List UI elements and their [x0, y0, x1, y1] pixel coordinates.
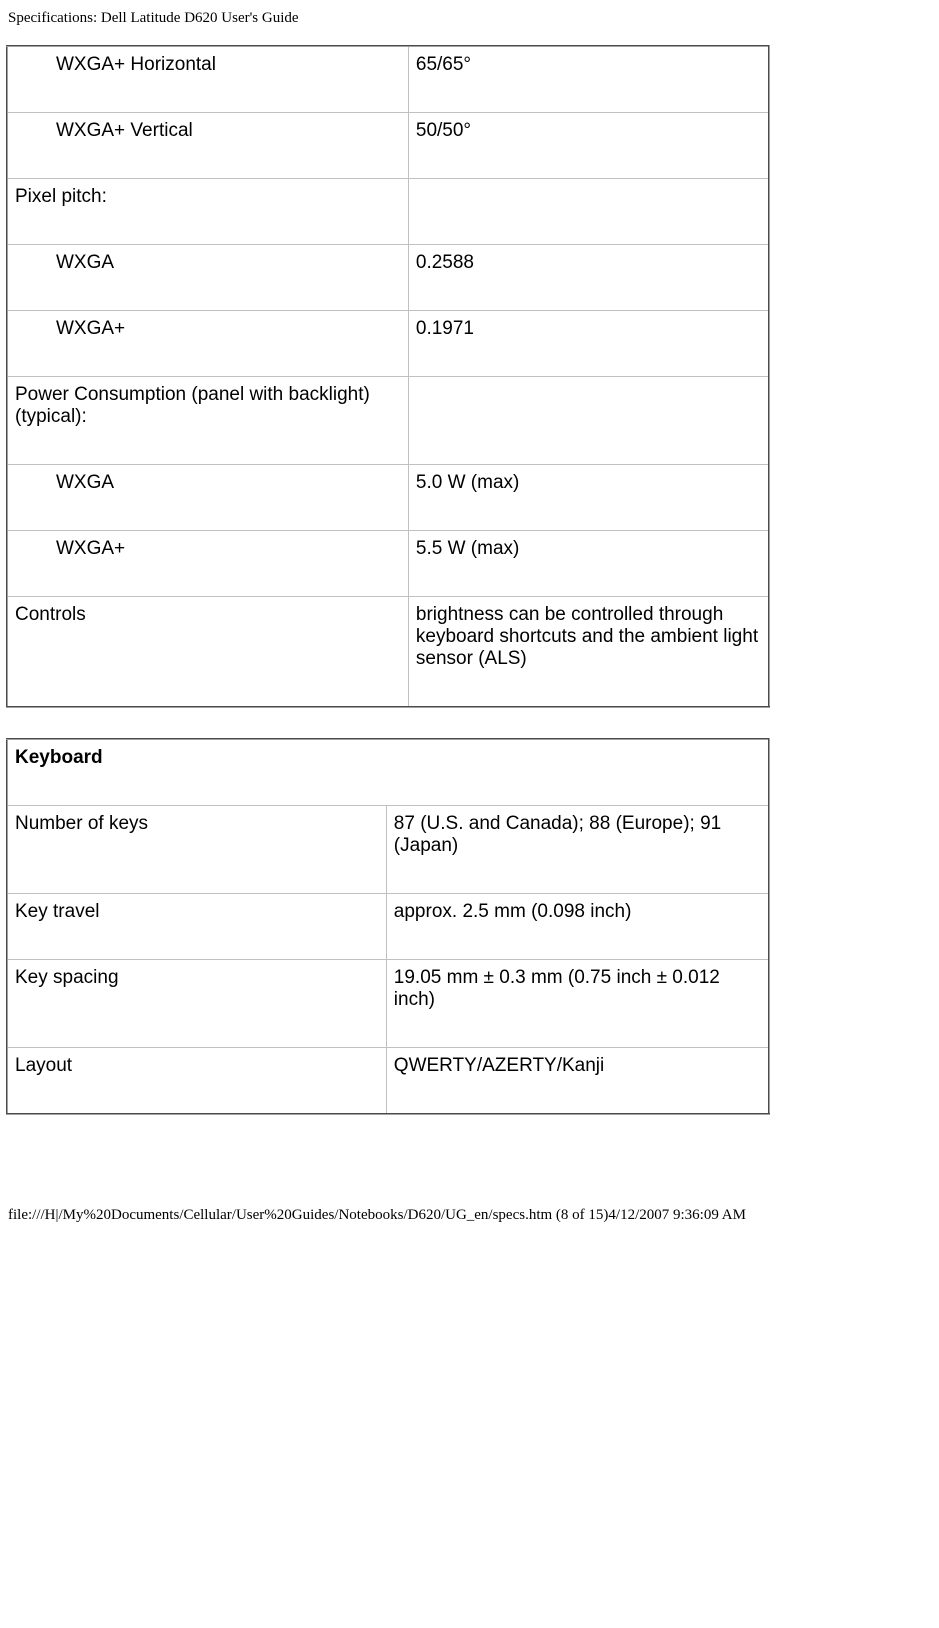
spec-value: 19.05 mm ± 0.3 mm (0.75 inch ± 0.012 inc… — [386, 960, 769, 1048]
table-row: Key travelapprox. 2.5 mm (0.098 inch) — [7, 894, 769, 960]
table-row: Key spacing19.05 mm ± 0.3 mm (0.75 inch … — [7, 960, 769, 1048]
spec-label: Power Consumption (panel with backlight)… — [7, 377, 408, 465]
table-row: Controlsbrightness can be controlled thr… — [7, 597, 769, 708]
spec-label: Key spacing — [7, 960, 386, 1048]
table-row: Pixel pitch: — [7, 179, 769, 245]
spec-value: 0.2588 — [408, 245, 769, 311]
spec-label: Pixel pitch: — [7, 179, 408, 245]
table-header-row: Keyboard — [7, 739, 769, 806]
table-row: WXGA5.0 W (max) — [7, 465, 769, 531]
specs-table-keyboard: KeyboardNumber of keys87 (U.S. and Canad… — [6, 738, 770, 1115]
table-row: WXGA+ Horizontal65/65° — [7, 46, 769, 113]
specs-table-1: WXGA+ Horizontal65/65°WXGA+ Vertical50/5… — [6, 45, 770, 708]
spec-value: 50/50° — [408, 113, 769, 179]
spec-label: Controls — [7, 597, 408, 708]
table-row: WXGA+0.1971 — [7, 311, 769, 377]
spec-label: WXGA — [7, 245, 408, 311]
table-row: WXGA+5.5 W (max) — [7, 531, 769, 597]
table-row: WXGA0.2588 — [7, 245, 769, 311]
section-header: Keyboard — [7, 739, 769, 806]
spec-label: WXGA+ Horizontal — [7, 46, 408, 113]
spec-value: 5.5 W (max) — [408, 531, 769, 597]
table-row: LayoutQWERTY/AZERTY/Kanji — [7, 1048, 769, 1115]
spec-value: 87 (U.S. and Canada); 88 (Europe); 91 (J… — [386, 806, 769, 894]
footer-path: file:///H|/My%20Documents/Cellular/User%… — [8, 1207, 933, 1224]
spec-label: Layout — [7, 1048, 386, 1115]
spec-value — [408, 179, 769, 245]
table-row: Number of keys87 (U.S. and Canada); 88 (… — [7, 806, 769, 894]
spec-label: Number of keys — [7, 806, 386, 894]
spec-value: 65/65° — [408, 46, 769, 113]
spec-label: WXGA — [7, 465, 408, 531]
spec-value: approx. 2.5 mm (0.098 inch) — [386, 894, 769, 960]
page-title: Specifications: Dell Latitude D620 User'… — [8, 10, 933, 27]
spec-label: WXGA+ Vertical — [7, 113, 408, 179]
spec-value — [408, 377, 769, 465]
spec-value: 0.1971 — [408, 311, 769, 377]
spec-label: WXGA+ — [7, 311, 408, 377]
table-row: Power Consumption (panel with backlight)… — [7, 377, 769, 465]
spec-value: 5.0 W (max) — [408, 465, 769, 531]
spec-value: brightness can be controlled through key… — [408, 597, 769, 708]
spec-label: WXGA+ — [7, 531, 408, 597]
spec-value: QWERTY/AZERTY/Kanji — [386, 1048, 769, 1115]
table-row: WXGA+ Vertical50/50° — [7, 113, 769, 179]
spec-label: Key travel — [7, 894, 386, 960]
